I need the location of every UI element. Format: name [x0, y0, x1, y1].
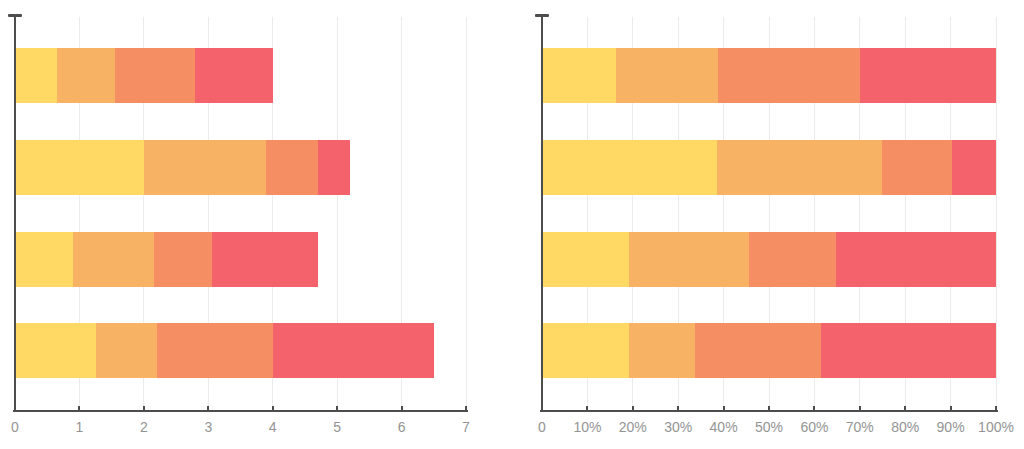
- y-axis-top-cap: [535, 14, 549, 17]
- bar-segment-segment-3: [749, 232, 836, 287]
- bar-segment-segment-3: [115, 48, 196, 103]
- stacked-bar-chart-percent: 010%20%30%40%50%60%70%80%90%100%: [542, 0, 996, 449]
- bar-segment-segment-3: [154, 232, 212, 287]
- x-axis-tick-label: 1: [76, 419, 84, 435]
- bar-segment-segment-4: [860, 48, 996, 103]
- stacked-bar-row: [542, 48, 996, 103]
- bar-segment-segment-4: [821, 323, 996, 378]
- bar-segment-segment-1: [15, 323, 96, 378]
- x-axis-tick-label: 7: [462, 419, 470, 435]
- bar-segment-segment-4: [273, 323, 434, 378]
- bar-segment-segment-2: [57, 48, 115, 103]
- bar-segment-segment-1: [542, 48, 616, 103]
- x-axis-tick-label: 0: [538, 419, 546, 435]
- bar-segment-segment-1: [542, 323, 629, 378]
- bar-segment-segment-3: [157, 323, 273, 378]
- y-axis: [541, 16, 543, 411]
- bar-segment-segment-4: [836, 232, 996, 287]
- bar-segment-segment-3: [695, 323, 821, 378]
- dual-stacked-bar-chart-canvas: 0 1 2 3 4 5 6 7 0 10% 20% 30% 40% 50% 60% 70% 80% 90% 100…: [0, 0, 1024, 449]
- x-axis-tick-label: 20%: [619, 419, 647, 435]
- stacked-bar-chart-absolute: 01234567: [15, 0, 466, 449]
- bar-segment-segment-4: [212, 232, 318, 287]
- stacked-bar-row: [15, 323, 434, 378]
- x-axis-tick-label: 60%: [800, 419, 828, 435]
- bar-segment-segment-2: [616, 48, 718, 103]
- bar-segment-segment-2: [629, 323, 695, 378]
- x-axis-tick-label: 70%: [846, 419, 874, 435]
- x-axis-tick-label: 40%: [710, 419, 738, 435]
- bar-segment-segment-2: [717, 140, 883, 195]
- x-axis-tick-label: 3: [204, 419, 212, 435]
- x-axis-tick-label: 6: [398, 419, 406, 435]
- bar-segment-segment-4: [952, 140, 996, 195]
- bar-segment-segment-4: [318, 140, 350, 195]
- x-axis-tick-label: 2: [140, 419, 148, 435]
- x-axis-tick-label: 50%: [755, 419, 783, 435]
- bar-segment-segment-2: [96, 323, 157, 378]
- bar-segment-segment-3: [882, 140, 952, 195]
- bar-segment-segment-2: [144, 140, 266, 195]
- bar-segment-segment-1: [15, 232, 73, 287]
- y-axis: [14, 16, 16, 411]
- stacked-bar-row: [542, 232, 996, 287]
- stacked-bar-row: [15, 48, 273, 103]
- y-axis-top-cap: [8, 14, 22, 17]
- bar-segment-segment-2: [629, 232, 750, 287]
- stacked-bar-row: [542, 140, 996, 195]
- gridline: [466, 17, 467, 411]
- bar-segment-segment-1: [15, 48, 57, 103]
- x-axis-tick-label: 100%: [978, 419, 1014, 435]
- bar-segment-segment-1: [15, 140, 144, 195]
- bar-segment-segment-1: [542, 232, 629, 287]
- stacked-bar-row: [542, 323, 996, 378]
- stacked-bar-row: [15, 232, 318, 287]
- x-axis-tick-label: 10%: [573, 419, 601, 435]
- bar-segment-segment-3: [266, 140, 318, 195]
- x-axis-tick-label: 0: [11, 419, 19, 435]
- x-axis-tick-label: 4: [269, 419, 277, 435]
- bar-segment-segment-2: [73, 232, 154, 287]
- x-axis-tick-label: 30%: [664, 419, 692, 435]
- bar-segment-segment-3: [718, 48, 860, 103]
- x-axis: [13, 410, 468, 412]
- stacked-bar-row: [15, 140, 350, 195]
- x-axis-tick-label: 80%: [891, 419, 919, 435]
- x-axis-tick-label: 5: [333, 419, 341, 435]
- bar-segment-segment-4: [195, 48, 272, 103]
- x-axis-tick-label: 90%: [937, 419, 965, 435]
- bar-segment-segment-1: [542, 140, 717, 195]
- x-axis: [540, 410, 998, 412]
